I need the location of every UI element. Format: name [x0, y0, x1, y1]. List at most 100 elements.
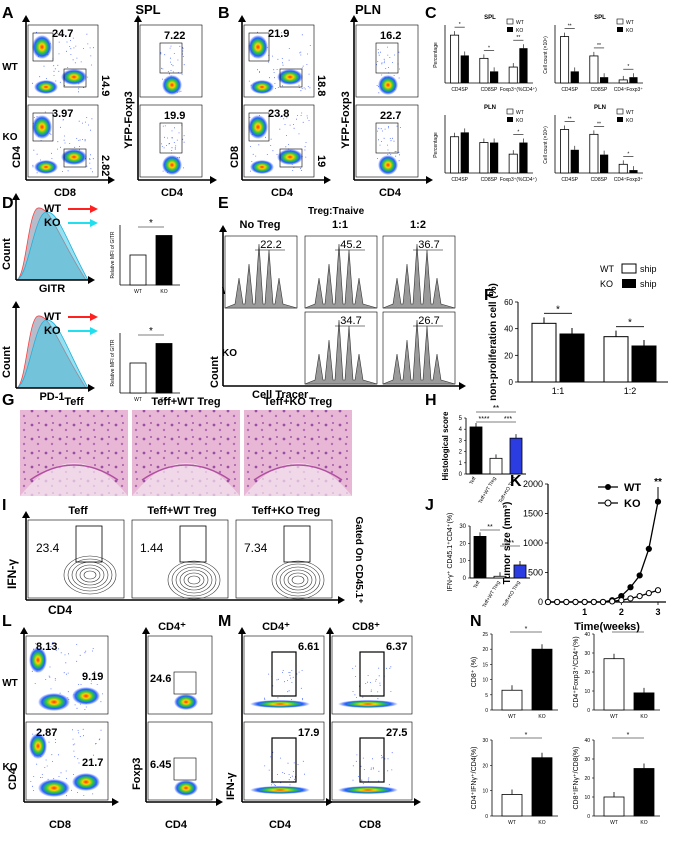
- l-wt-cd4cd8-cd8-cluster: [72, 687, 100, 705]
- h-ylabel: Histological score: [441, 411, 450, 480]
- i-header-2: Teff+KO Treg: [252, 505, 321, 517]
- d-mini-gitr-sig: *: [149, 218, 153, 229]
- c-legend-ko-2: KO: [516, 118, 523, 124]
- a-right-x-arrow: [210, 176, 217, 184]
- n-ytick-label-2-3: 30: [482, 738, 488, 744]
- d-mini-gitr-bar-0: [129, 254, 147, 286]
- panel-label-k: K: [510, 473, 522, 490]
- c-legend-wt-1: WT: [626, 20, 634, 26]
- n-ytick-label-0-1: 5: [485, 693, 488, 699]
- d-mini-gitr-cat-1: KO: [160, 289, 167, 295]
- n-ylabel-3: CD8⁺IFNγ⁺/CD8(%): [573, 746, 580, 809]
- a-left-y-arrow: [22, 15, 30, 22]
- l-wt-foxp3-value: 24.6: [150, 673, 171, 685]
- b-wt-cd4cd8-gate1: [248, 32, 270, 62]
- i-xlabel: CD4: [48, 603, 72, 617]
- c-chart-0-bar-ko-2: [519, 48, 528, 83]
- j-chart-ytick-label-3: 30: [459, 524, 466, 530]
- h-chart-ytick-label-5: 5: [459, 416, 463, 422]
- k-ytick-label-0: 0: [538, 597, 543, 607]
- c-chart-2-bar-ko-0: [460, 132, 469, 173]
- n-ytick-label-2-1: 10: [482, 789, 488, 795]
- i-contour-1-5: [167, 560, 221, 600]
- n-bar-2-1: [531, 757, 553, 817]
- l-right-y-arrow: [142, 627, 150, 634]
- c-chart-0-bar-wt-1: [479, 57, 489, 84]
- n-sig-2: *: [525, 732, 528, 739]
- d-gitr-ylabel: Count: [1, 238, 13, 270]
- panel-label-j: J: [425, 497, 434, 514]
- m-ko-cd8-value: 27.5: [386, 727, 407, 739]
- d-mini-gitr-cat-0: WT: [134, 289, 142, 295]
- e-y-arrow: [219, 225, 227, 232]
- l-ko-foxp3-value: 6.45: [150, 759, 171, 771]
- d-mini-pd1-ylabel: Relative MFI of GITR: [110, 339, 116, 386]
- e-ko-12-value: 26.7: [418, 315, 439, 327]
- b-ko-foxp3-value: 22.7: [380, 110, 401, 122]
- k-legend-wt-marker: [605, 484, 611, 490]
- a-ylabel-cd4: CD4: [11, 145, 23, 168]
- c-chart-3-sig-2: *: [627, 151, 629, 157]
- c-ylabel-2: Percentage: [433, 132, 439, 158]
- h-chart-ytick-label-0: 0: [459, 472, 463, 478]
- i-contour-1-2: [179, 569, 209, 591]
- l-ko-cd4cd8-dn-cluster: [38, 779, 70, 797]
- m-cd8plus-header: CD8⁺: [352, 621, 380, 633]
- l-wt-cd4cd8-q2: 9.19: [82, 671, 103, 683]
- i-gate-2: [283, 525, 311, 563]
- b-ko-foxp3-cluster: [378, 155, 398, 175]
- e-wt-12-value: 36.7: [418, 239, 439, 251]
- panel-label-f: F: [484, 287, 494, 304]
- a-wt-foxp3-gate: [159, 42, 183, 74]
- n-ylabel-2: CD4⁺IFNγ⁺/CD4(%): [471, 746, 478, 809]
- panel-k-chart: 0 500 1000 1500 2000 1 2 3 Tumor size (mm³) Time(…: [502, 477, 666, 633]
- b-left-y-arrow: [238, 15, 246, 22]
- k-point-KO-11: [645, 590, 652, 597]
- panel-label-e: E: [218, 195, 229, 212]
- b-ko-cd4cd8-gate1: [248, 112, 270, 142]
- i-y-arrow: [22, 511, 30, 518]
- i-contour-0-1: [79, 567, 101, 583]
- b-ko-cd4cd8-cd8-cluster: [277, 149, 303, 165]
- b-ko-cd4cd8-dn-cluster: [250, 160, 274, 174]
- panel-label-i: I: [2, 497, 6, 514]
- d-gitr-arrow-ko: [68, 219, 98, 227]
- n-ytick-label-2-0: 0: [485, 814, 488, 820]
- n-sig-0: *: [525, 626, 528, 633]
- a-ko-cd4cd8-gate1: [32, 112, 54, 142]
- e-row-ko: KO: [222, 348, 237, 359]
- b-wt-cd4cd8-gate2: [279, 68, 303, 88]
- n-ytick-label-0-3: 15: [482, 662, 488, 668]
- f-sig-0: *: [556, 304, 560, 315]
- a-xlabel-cd4: CD4: [161, 187, 184, 199]
- c-title-2: PLN: [484, 105, 496, 111]
- c-chart-0-cat-2: Foxp3⁺(%CD4⁺): [500, 87, 537, 93]
- c-ylabel-0: Percentage: [433, 42, 439, 68]
- a-right-y-arrow: [134, 15, 142, 22]
- d-pd1-x-arrow: [88, 384, 95, 392]
- i-contour-1-1: [183, 572, 205, 588]
- e-wt-11-histogram: [304, 243, 378, 309]
- b-xlabel-cd4: CD4: [271, 187, 294, 199]
- panel-f-chart: 0 20 40 60 non-proliferation cell (%) * 1:1 * 1:…: [488, 263, 668, 401]
- c-chart-3-cat-0: CD4SP: [561, 177, 578, 183]
- c-chart-3-bar-wt-0: [560, 129, 570, 174]
- k-ylabel: Tumor size (mm³): [502, 502, 513, 585]
- i-x-arrow: [338, 596, 345, 604]
- a-wt-cd4cd8-gate2: [63, 68, 87, 88]
- n-bar-3-1: [633, 768, 655, 817]
- m-wt-cd8-cluster: [338, 700, 398, 708]
- panel-g-histology: Teff Teff+WT Treg Teff+KO Treg: [20, 396, 352, 496]
- n-ytick-label-2-2: 20: [482, 763, 488, 769]
- c-chart-2-sig-2: *: [517, 130, 519, 136]
- m-wt-cd4-gate: [271, 651, 297, 697]
- h-chart-bar-0: [469, 426, 483, 475]
- k-ytick-label-3: 1500: [523, 509, 543, 519]
- c-chart-1-bar-wt-2: [618, 79, 628, 84]
- panel-label-d: D: [2, 195, 14, 212]
- a-ko-foxp3-gate: [159, 122, 183, 154]
- l-ylabel-foxp3: Foxp3: [131, 758, 143, 790]
